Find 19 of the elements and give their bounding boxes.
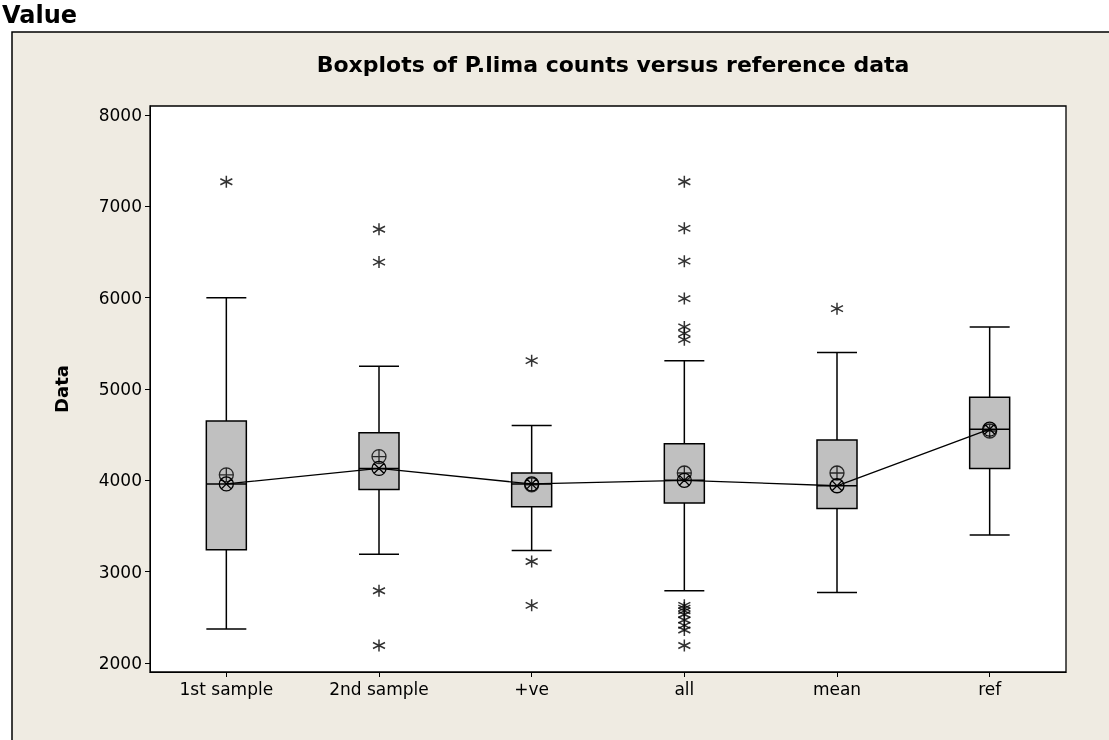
y-tick-label: 8000	[98, 105, 142, 126]
point	[829, 478, 845, 494]
y-tick-label: 3000	[98, 561, 142, 582]
y-tick-label: 2000	[98, 652, 142, 673]
point	[218, 476, 234, 492]
x-tick-label: mean	[812, 678, 862, 699]
x-tick-label: +ve	[514, 678, 550, 699]
y-tick-label: 6000	[98, 287, 142, 308]
point	[371, 460, 387, 477]
y-tick-label: 4000	[98, 470, 142, 491]
x-tick-label: all	[674, 678, 695, 699]
y-tick-label: 7000	[98, 196, 142, 217]
x-tick-label: 2nd sample	[329, 678, 429, 699]
chart-title: Boxplots of P.lima counts versus reference data	[316, 51, 910, 77]
x-tick-label: 1st sample	[179, 678, 274, 699]
y-axis-title: Data	[50, 365, 72, 413]
y-tick-label: 5000	[98, 379, 142, 399]
x-tick-label: ref	[978, 678, 1003, 699]
text: Value	[2, 1, 78, 29]
